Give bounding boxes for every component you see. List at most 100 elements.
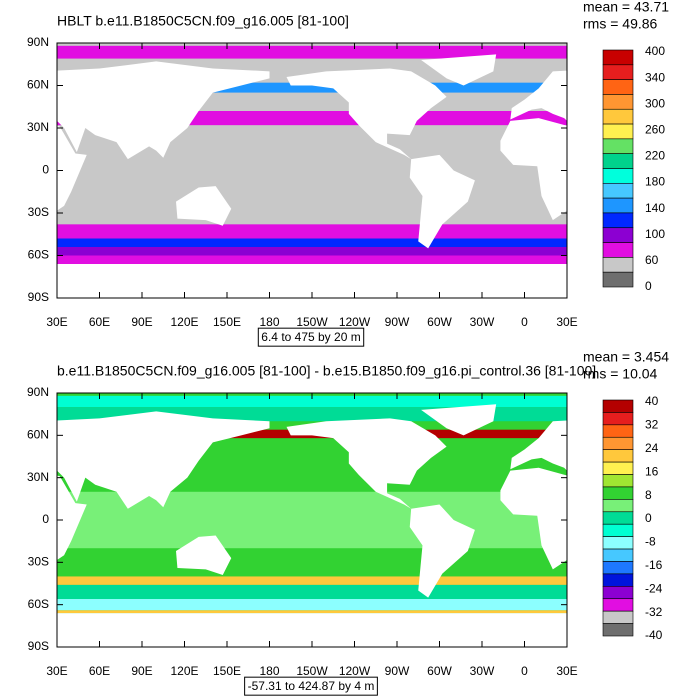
colorbar-box [602, 94, 634, 110]
colorbar-box [602, 561, 634, 575]
lon-label: 90E [131, 315, 152, 329]
lon-label: 120E [170, 664, 198, 678]
land [57, 613, 270, 647]
colorbar-box [602, 79, 634, 95]
colorbar-box [602, 242, 634, 258]
colorbar-label: 16 [645, 464, 659, 478]
land [409, 504, 475, 598]
map-field [57, 43, 700, 298]
colorbar-box [602, 474, 634, 488]
mean-label: mean = 3.454 [583, 349, 669, 365]
colorbar-label: 100 [645, 227, 665, 241]
lon-label: 150E [213, 315, 241, 329]
land [500, 467, 567, 570]
colorbar-label: 340 [645, 70, 665, 84]
lon-label: 60W [427, 664, 452, 678]
lon-label: 180 [259, 315, 279, 329]
lat-label: 60S [28, 248, 49, 262]
ocean-band [57, 576, 567, 585]
lon-label: 180 [259, 664, 279, 678]
lat-label: 90S [28, 639, 49, 653]
lon-label: 90W [385, 664, 410, 678]
ocean-band [57, 599, 567, 611]
land [286, 418, 447, 509]
lon-label: 60W [427, 315, 452, 329]
lon-label: 30E [46, 664, 67, 678]
land [409, 154, 475, 249]
lon-label: 150W [296, 315, 328, 329]
colorbar-box [602, 257, 634, 273]
lon-label: 60E [89, 664, 110, 678]
colorbar-box [602, 183, 634, 199]
colorbar-label: 24 [645, 441, 659, 455]
land [686, 186, 700, 226]
colorbar-box [602, 461, 634, 475]
land [57, 411, 270, 509]
lat-label: 60S [28, 597, 49, 611]
ocean-band [57, 82, 567, 93]
lon-label: 150W [296, 664, 328, 678]
colorbar-box [602, 108, 634, 125]
colorbar-box [602, 436, 634, 450]
colorbar-box [602, 548, 634, 562]
lat-label: 0 [42, 512, 49, 526]
panel-title: HBLT b.e11.B1850C5CN.f09_g16.005 [81-100… [57, 13, 349, 29]
colorbar-label: 260 [645, 123, 665, 137]
colorbar-box [602, 138, 634, 154]
ocean-band [57, 491, 567, 549]
colorbar-box [602, 271, 634, 288]
land [421, 404, 497, 436]
colorbar-box [602, 168, 634, 184]
colorbar-label: 220 [645, 149, 665, 163]
land [176, 535, 232, 576]
colorbar-box [602, 499, 634, 513]
colorbar-box [602, 536, 634, 550]
colorbar-label: 32 [645, 418, 659, 432]
colorbar-label: 8 [645, 488, 652, 502]
land [500, 118, 567, 221]
lon-label: 120E [170, 315, 198, 329]
colorbar-label: 0 [645, 279, 652, 293]
colorbar-box [602, 49, 634, 66]
lat-label: 90N [27, 35, 49, 49]
colorbar-box [602, 573, 634, 587]
range-note: -57.31 to 424.87 by 4 m [248, 679, 375, 693]
lon-label: 30E [556, 664, 577, 678]
land [421, 54, 497, 86]
lat-label: 30S [28, 205, 49, 219]
colorbar-label: -24 [645, 581, 663, 595]
colorbar-box [602, 511, 634, 525]
ocean-band [57, 247, 567, 256]
colorbar-box [602, 424, 634, 438]
ocean-band [57, 584, 567, 600]
colorbar-label: 300 [645, 96, 665, 110]
lon-label: 120W [339, 315, 371, 329]
mean-label: mean = 43.71 [583, 0, 669, 15]
lat-label: 90S [28, 290, 49, 304]
land [57, 264, 270, 298]
colorbar-box [602, 412, 634, 426]
colorbar-box [602, 610, 634, 624]
lon-label: 30W [470, 664, 495, 678]
lat-label: 60N [27, 78, 49, 92]
lat-label: 0 [42, 163, 49, 177]
colorbar-box [602, 486, 634, 500]
land [286, 68, 447, 160]
lat-label: 30N [27, 470, 49, 484]
lon-label: 30E [556, 315, 577, 329]
colorbar-box [602, 227, 634, 243]
colorbar-box [602, 449, 634, 463]
land [176, 186, 232, 226]
land [510, 420, 567, 471]
lat-label: 30S [28, 555, 49, 569]
range-note-box [257, 327, 365, 347]
colorbar-box [602, 212, 634, 229]
land [57, 61, 270, 160]
land [269, 264, 567, 298]
ocean-band [57, 255, 567, 264]
colorbar-label: -16 [645, 558, 663, 572]
map-field [57, 393, 567, 647]
colorbar-label: -8 [645, 535, 656, 549]
rms-label: rms = 49.86 [583, 16, 658, 32]
